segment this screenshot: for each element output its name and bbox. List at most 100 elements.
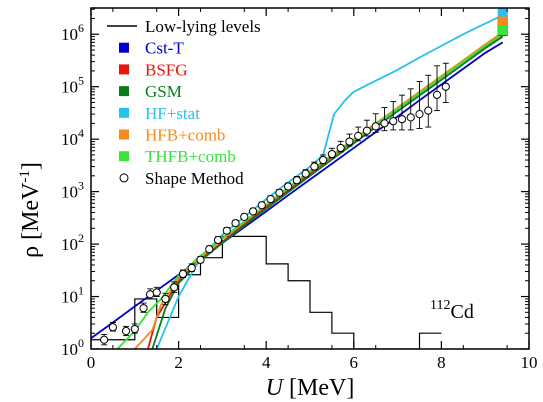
shape-method-point — [319, 155, 328, 165]
legend-color-swatch — [119, 129, 129, 140]
shape-method-point — [266, 194, 275, 204]
shape-method-point — [424, 106, 433, 115]
series-line-hf-stat — [155, 14, 504, 349]
x-axis: 0 2 4 6 8 10 — [87, 8, 538, 372]
legend-label: Cst-T — [145, 39, 184, 58]
shape-method-point — [187, 263, 196, 273]
legend-color-swatch — [119, 151, 129, 162]
shape-method-point — [362, 126, 372, 135]
end-marker-layer — [497, 7, 508, 37]
mass-number: 112 — [430, 298, 450, 313]
element-symbol: Cd — [450, 301, 473, 323]
y-tick-exponent: 0 — [78, 336, 84, 350]
legend-label: HF+stat — [145, 104, 200, 123]
x-tick-label: 10 — [521, 353, 538, 372]
shape-method-point — [415, 110, 424, 119]
legend-color-swatch — [119, 107, 129, 118]
shape-method-point — [196, 255, 205, 264]
legend-label: GSM — [145, 82, 182, 101]
plot-frame — [90, 7, 530, 350]
shape-method-point — [336, 143, 345, 153]
points-layer — [100, 62, 450, 346]
legend-color-swatch — [119, 86, 129, 97]
shape-method-point — [170, 283, 179, 292]
y-tick-exponent: 1 — [78, 284, 84, 298]
legend-label: Shape Method — [145, 169, 244, 188]
x-tick-label: 0 — [87, 353, 96, 372]
legend-label: BSFG — [145, 60, 188, 79]
end-marker-thfb-comb — [497, 25, 508, 36]
y-tick-label: 104 — [61, 126, 84, 149]
shape-method-point — [389, 117, 398, 126]
series-line-cst-t — [91, 41, 504, 340]
nucleus-annotation: 112Cd — [430, 298, 474, 323]
shape-method-point — [371, 122, 380, 131]
x-axis-label: U [MeV] — [266, 375, 355, 401]
x-tick-label: 2 — [174, 353, 183, 372]
end-marker-hfb-comb — [497, 16, 508, 27]
shape-method-point — [354, 131, 363, 141]
shape-method-point — [240, 212, 249, 221]
y-tick-label: 105 — [61, 74, 84, 97]
shape-method-point — [284, 182, 293, 191]
shape-method-point — [222, 226, 231, 235]
legend-label: HFB+comb — [145, 126, 225, 145]
legend: Low-lying levels Cst-T BSFG GSM HF+stat HFB+c… — [107, 17, 261, 188]
y-tick-exponent: 4 — [78, 126, 84, 140]
shape-method-point — [406, 113, 415, 122]
x-tick-label: 6 — [350, 353, 359, 372]
legend-entry-low-lying-levels: Low-lying levels — [107, 17, 261, 36]
x-tick-label: 8 — [437, 353, 446, 372]
legend-label: Low-lying levels — [145, 17, 261, 36]
x-tick-label: 4 — [262, 353, 271, 372]
y-tick-label: 101 — [61, 284, 84, 307]
shape-method-point — [292, 176, 301, 185]
shape-method-point — [231, 219, 240, 228]
shape-method-point — [327, 149, 336, 159]
y-tick-label: 100 — [61, 336, 84, 359]
shape-method-point — [257, 201, 266, 210]
histogram-layer — [91, 235, 442, 349]
shape-method-point — [121, 326, 131, 336]
legend-entry-hf-stat: HF+stat — [119, 104, 200, 123]
y-tick-exponent: 6 — [78, 21, 84, 35]
shape-method-point — [178, 269, 188, 279]
y-tick-exponent: 3 — [78, 179, 84, 193]
shape-method-point — [432, 90, 442, 99]
shape-method-point — [100, 335, 109, 344]
y-tick-label: 102 — [61, 231, 84, 254]
shape-method-point — [205, 245, 214, 254]
legend-label: THFB+comb — [145, 147, 236, 166]
shape-method-point — [441, 82, 450, 91]
shape-method-point — [213, 235, 223, 245]
legend-entry-shape-method: Shape Method — [119, 169, 244, 188]
shape-method-point — [248, 207, 258, 216]
legend-entry-gsm: GSM — [119, 82, 182, 101]
legend-entry-cst-t: Cst-T — [119, 39, 184, 58]
y-tick-exponent: 5 — [78, 74, 84, 88]
legend-color-swatch — [119, 64, 129, 75]
y-tick-label: 106 — [61, 21, 84, 44]
shape-method-point — [152, 288, 161, 297]
shape-method-point — [397, 115, 407, 124]
y-tick-exponent: 2 — [78, 231, 84, 245]
shape-method-point — [301, 169, 310, 178]
shape-method-point — [130, 324, 139, 334]
legend-entry-bsfg: BSFG — [119, 60, 188, 79]
histogram-low-lying-levels — [91, 235, 442, 349]
end-marker-hf-stat — [497, 7, 508, 18]
shape-method-point — [380, 119, 389, 128]
legend-entry-thfb-comb: THFB+comb — [119, 147, 236, 166]
y-axis-label: ρ [MeV-1] — [17, 162, 44, 258]
shape-method-point — [275, 188, 284, 197]
legend-color-swatch — [119, 42, 129, 53]
shape-method-point — [161, 294, 170, 304]
shape-method-point — [108, 323, 118, 332]
legend-marker-swatch — [119, 173, 129, 183]
shape-method-point — [345, 137, 354, 146]
shape-method-point — [310, 162, 319, 171]
legend-entry-hfb-comb: HFB+comb — [119, 126, 225, 145]
y-tick-label: 103 — [61, 179, 84, 202]
